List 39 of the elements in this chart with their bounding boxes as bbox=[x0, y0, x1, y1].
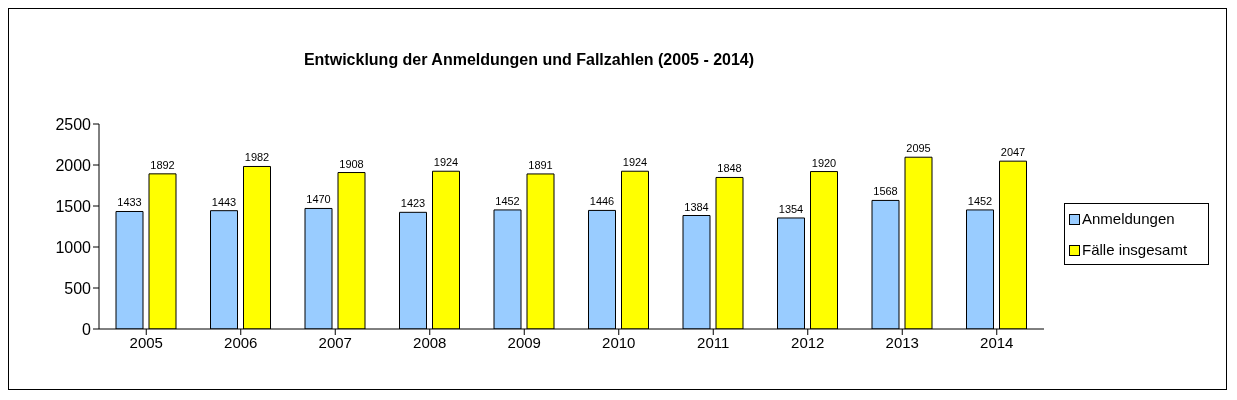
data-label: 1452 bbox=[967, 194, 993, 207]
data-label: 1433 bbox=[117, 196, 142, 209]
data-label: 1848 bbox=[717, 162, 742, 175]
x-tick-label: 2008 bbox=[413, 333, 447, 351]
data-label: 1924 bbox=[622, 156, 648, 169]
data-label: 1470 bbox=[306, 193, 331, 206]
data-label: 1443 bbox=[211, 195, 237, 208]
y-tick-label: 0 bbox=[82, 320, 92, 338]
x-tick-label: 2010 bbox=[602, 333, 636, 351]
x-tick-label: 2009 bbox=[507, 333, 541, 351]
x-tick-label: 2014 bbox=[980, 333, 1014, 351]
y-tick-label: 500 bbox=[64, 279, 92, 297]
y-tick-label: 1500 bbox=[55, 197, 92, 215]
data-label: 1908 bbox=[339, 157, 364, 170]
data-label: 1982 bbox=[244, 151, 270, 164]
chart-title: Entwicklung der Anmeldungen und Fallzahlen (2005 - 2014) bbox=[302, 51, 756, 69]
legend-label: Fälle insgesamt bbox=[1082, 241, 1188, 258]
x-tick-label: 2011 bbox=[697, 333, 730, 351]
data-label: 1920 bbox=[811, 156, 837, 169]
data-label: 1892 bbox=[150, 158, 175, 171]
data-label: 1446 bbox=[589, 195, 615, 208]
y-tick-label: 2000 bbox=[55, 156, 92, 174]
legend-label: Anmeldungen bbox=[1082, 210, 1175, 227]
x-tick-label: 2012 bbox=[791, 333, 825, 351]
data-label: 1924 bbox=[433, 156, 459, 169]
data-label: 1568 bbox=[873, 185, 898, 198]
data-label: 1384 bbox=[684, 200, 709, 213]
data-label: 1452 bbox=[495, 194, 520, 207]
x-tick-label: 2007 bbox=[318, 333, 352, 351]
data-label: 1423 bbox=[400, 197, 426, 210]
x-tick-label: 2005 bbox=[129, 333, 163, 351]
data-label: 2095 bbox=[906, 142, 931, 155]
x-tick-label: 2006 bbox=[224, 333, 258, 351]
x-tick-label: 2013 bbox=[885, 333, 919, 351]
y-tick-label: 2500 bbox=[55, 115, 92, 133]
data-label: 1891 bbox=[528, 158, 553, 171]
data-label: 2047 bbox=[1000, 146, 1026, 159]
data-label: 1354 bbox=[778, 202, 804, 215]
y-tick-label: 1000 bbox=[55, 238, 92, 256]
